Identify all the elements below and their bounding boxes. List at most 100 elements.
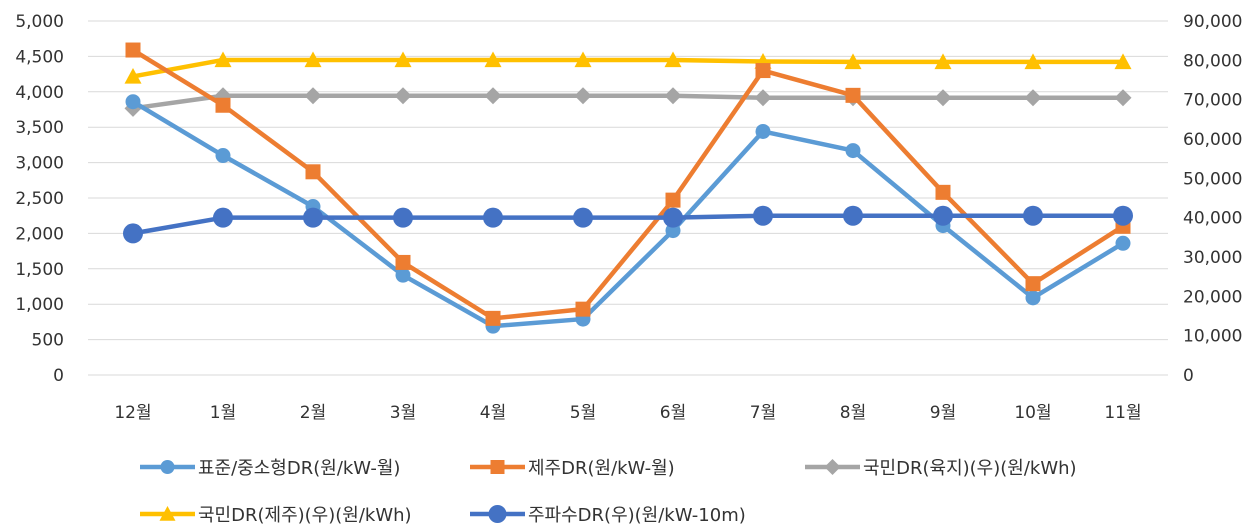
x-tick-label: 6월 (660, 403, 686, 423)
data-point (484, 51, 502, 68)
right-tick-label: 30,000 (1183, 248, 1242, 268)
right-tick-label: 50,000 (1183, 169, 1242, 189)
legend: 표준/중소형DR(원/kW-월) 제주DR(원/kW-월) 국민DR(육지)(우)(… (140, 458, 1077, 526)
data-point (574, 87, 592, 105)
data-point (1025, 290, 1041, 306)
series-2 (125, 42, 1131, 326)
left-tick-label: 1,000 (15, 295, 64, 315)
legend-item: 표준/중소형DR(원/kW-월) (140, 458, 400, 479)
data-point (394, 87, 412, 105)
legend-item: 주파수DR(우)(원/kW-10m) (470, 505, 746, 526)
left-tick-label: 4,000 (15, 83, 64, 103)
data-point (1114, 89, 1132, 107)
data-point (664, 87, 682, 105)
data-point (574, 51, 592, 68)
x-axis-ticks: 12월 1월 2월 3월 4월 5월 6월 7월 8월 9월 10월 11월 (114, 403, 1141, 423)
series-line (130, 47, 1126, 321)
right-tick-label: 80,000 (1183, 51, 1242, 71)
data-point (484, 87, 502, 105)
legend-marker (488, 505, 507, 523)
x-tick-label: 12월 (114, 403, 151, 423)
right-tick-label: 70,000 (1183, 91, 1242, 111)
series-line (130, 93, 1126, 111)
data-point (934, 89, 952, 107)
legend-item: 국민DR(제주)(우)(원/kWh) (140, 505, 412, 526)
data-point (304, 87, 322, 105)
data-point (935, 184, 951, 200)
data-point (1114, 53, 1132, 70)
data-point (933, 205, 953, 226)
series-group (123, 42, 1133, 334)
data-point (305, 164, 321, 180)
data-point (1115, 235, 1131, 251)
data-point (124, 67, 142, 84)
right-tick-label: 10,000 (1183, 327, 1242, 347)
left-tick-label: 1,500 (15, 260, 64, 280)
data-point (845, 87, 861, 103)
series-line (130, 99, 1126, 329)
x-tick-label: 3월 (390, 403, 416, 423)
x-tick-label: 2월 (300, 403, 326, 423)
legend-marker (159, 506, 176, 521)
data-point (215, 97, 231, 113)
legend-marker (824, 459, 841, 475)
legend-label: 주파수DR(우)(원/kW-10m) (528, 505, 746, 526)
right-tick-label: 20,000 (1183, 287, 1242, 307)
data-point (125, 94, 141, 110)
left-tick-label: 2,000 (15, 224, 64, 244)
gridlines (88, 20, 1168, 376)
data-point (1025, 276, 1041, 292)
data-point (843, 205, 863, 226)
legend-item: 국민DR(육지)(우)(원/kWh) (805, 458, 1077, 479)
data-point (395, 254, 411, 270)
data-point (123, 223, 143, 244)
data-point (934, 53, 952, 70)
data-point (304, 51, 322, 68)
data-point (215, 148, 231, 164)
x-tick-label: 7월 (750, 403, 776, 423)
legend-label: 표준/중소형DR(원/kW-월) (198, 458, 400, 479)
legend-marker (160, 460, 175, 474)
left-tick-label: 4,500 (15, 47, 64, 67)
data-point (755, 63, 771, 79)
data-point (1024, 89, 1042, 107)
data-point (753, 205, 773, 226)
series-5 (123, 205, 1133, 244)
data-point (214, 51, 232, 68)
data-point (575, 301, 591, 317)
data-point (483, 207, 503, 228)
data-point (665, 192, 681, 208)
x-tick-label: 10월 (1014, 403, 1051, 423)
left-tick-label: 500 (32, 331, 64, 351)
x-tick-label: 4월 (480, 403, 506, 423)
data-point (755, 123, 771, 139)
data-point (213, 207, 233, 228)
legend-label: 국민DR(육지)(우)(원/kWh) (863, 458, 1077, 479)
data-point (1024, 53, 1042, 70)
data-point (393, 207, 413, 228)
left-tick-label: 5,000 (15, 12, 64, 32)
right-axis-ticks: 0 10,000 20,000 30,000 40,000 50,000 60,000 70,… (1183, 12, 1242, 386)
data-point (845, 143, 861, 159)
x-tick-label: 5월 (570, 403, 596, 423)
data-point (395, 267, 411, 283)
data-point (303, 207, 323, 228)
data-point (754, 89, 772, 107)
left-tick-label: 3,000 (15, 154, 64, 174)
x-tick-label: 1월 (210, 403, 236, 423)
data-point (1113, 205, 1133, 226)
right-tick-label: 40,000 (1183, 209, 1242, 229)
series-line (130, 213, 1126, 236)
legend-item: 제주DR(원/kW-월) (470, 458, 675, 479)
legend-label: 국민DR(제주)(우)(원/kWh) (198, 505, 412, 526)
data-point (1023, 205, 1043, 226)
left-tick-label: 2,500 (15, 189, 64, 209)
x-tick-label: 9월 (930, 403, 956, 423)
right-tick-label: 90,000 (1183, 12, 1242, 32)
left-tick-label: 3,500 (15, 118, 64, 138)
data-point (663, 207, 683, 228)
series-line (130, 57, 1126, 79)
x-tick-label: 8월 (840, 403, 866, 423)
data-point (573, 207, 593, 228)
